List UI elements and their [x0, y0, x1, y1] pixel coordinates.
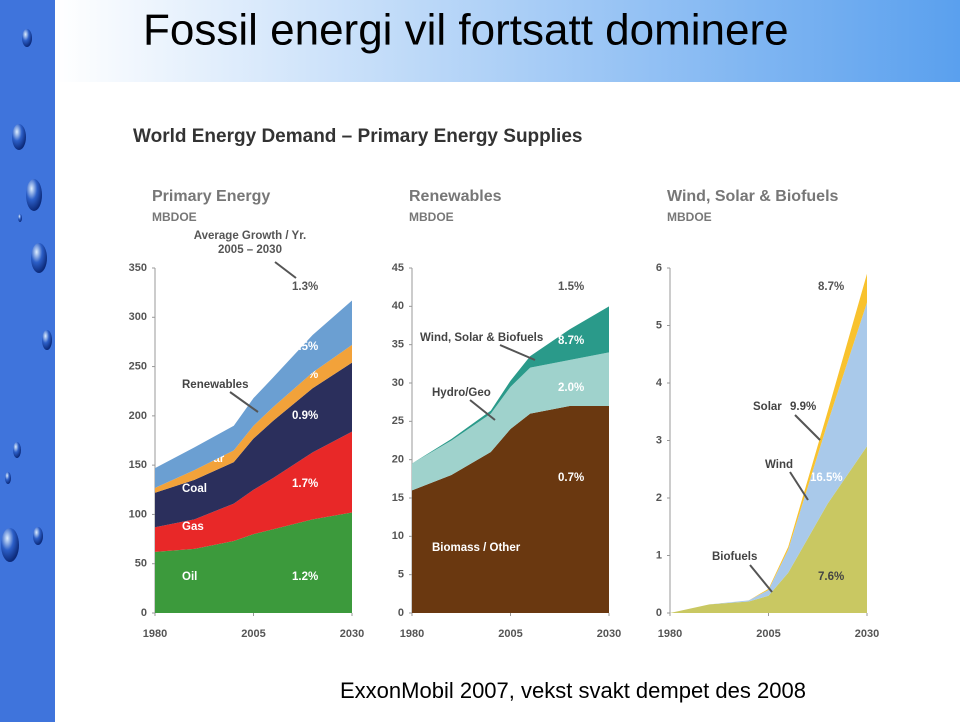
leader-line: [794, 414, 821, 441]
y-tick-label: 350: [129, 262, 147, 274]
series-label: Oil: [182, 571, 197, 583]
series-label: Biofuels: [712, 551, 757, 563]
y-tick-label: 2: [656, 492, 662, 504]
chart-subtitle: MBDOE: [152, 210, 197, 224]
series-label: Hydro/Geo: [432, 387, 491, 399]
side-strip: [0, 0, 55, 722]
series-label: Wind: [765, 459, 793, 471]
y-tick-label: 20: [392, 454, 404, 466]
y-tick-label: 15: [392, 492, 404, 504]
caption: ExxonMobil 2007, vekst svakt dempet des …: [340, 678, 806, 703]
area: [412, 306, 609, 464]
y-tick-label: 50: [135, 558, 147, 570]
y-tick-label: 30: [392, 377, 404, 389]
y-tick-label: 3: [656, 434, 662, 446]
area: [412, 352, 609, 491]
y-tick-label: 300: [129, 311, 147, 323]
area: [670, 446, 867, 613]
leader-line: [274, 261, 297, 279]
y-tick-label: 4: [656, 377, 663, 389]
growth-label: 0.7%: [558, 472, 584, 484]
area: [670, 302, 867, 613]
x-tick-label: 1980: [143, 628, 167, 640]
x-tick-label: 2005: [241, 628, 265, 640]
y-tick-label: 6: [656, 262, 662, 274]
water-drops: [1, 29, 52, 562]
y-tick-label: 100: [129, 508, 147, 520]
area: [155, 362, 352, 528]
y-tick-label: 10: [392, 530, 404, 542]
total-growth-label: 1.5%: [558, 281, 584, 293]
x-tick-label: 2030: [855, 628, 879, 640]
chart-subtitle: MBDOE: [667, 210, 712, 224]
series-label: Coal: [182, 483, 207, 495]
leader-line: [749, 564, 773, 593]
y-tick-label: 45: [392, 262, 404, 274]
leader-line: [789, 471, 809, 501]
title-band: [55, 0, 960, 82]
series-label: Gas: [182, 521, 204, 533]
y-tick-label: 0: [141, 607, 147, 619]
series-label: Wind, Solar & Biofuels: [420, 332, 543, 344]
growth-label: 8.7%: [558, 335, 584, 347]
x-tick-label: 1980: [400, 628, 424, 640]
y-tick-label: 200: [129, 410, 147, 422]
y-tick-label: 5: [656, 319, 662, 331]
x-tick-label: 2030: [340, 628, 364, 640]
y-tick-label: 150: [129, 459, 147, 471]
y-tick-label: 0: [398, 607, 404, 619]
chart-subtitle: MBDOE: [409, 210, 454, 224]
growth-label: 1.2%: [292, 571, 318, 583]
y-tick-label: 5: [398, 569, 404, 581]
growth-label: 2.0%: [558, 382, 584, 394]
x-tick-label: 1980: [658, 628, 682, 640]
area: [155, 300, 352, 488]
x-tick-label: 2005: [756, 628, 780, 640]
leader-line: [229, 391, 259, 413]
leader-line: [499, 344, 536, 361]
y-tick-label: 25: [392, 415, 404, 427]
growth-label: 16.5%: [810, 472, 843, 484]
series-label: Renewables: [182, 379, 248, 391]
growth-label: 0.9%: [292, 410, 318, 422]
note: 2005 – 2030: [218, 244, 282, 256]
total-growth-label: 1.3%: [292, 281, 318, 293]
y-tick-label: 40: [392, 300, 404, 312]
leader-line: [469, 399, 496, 421]
area: [412, 406, 609, 613]
note: Average Growth / Yr.: [194, 230, 306, 242]
chart-title: Renewables: [409, 188, 502, 205]
growth-label: 1.5%: [292, 341, 318, 353]
y-tick-label: 250: [129, 360, 147, 372]
chart-title: Primary Energy: [152, 188, 270, 205]
area: [155, 431, 352, 552]
growth-label: 1.7%: [292, 478, 318, 490]
area: [155, 512, 352, 613]
x-tick-label: 2030: [597, 628, 621, 640]
y-tick-label: 0: [656, 607, 662, 619]
series-label: Biomass / Other: [432, 542, 521, 554]
y-tick-label: 1: [656, 549, 662, 561]
chart-title: Wind, Solar & Biofuels: [667, 188, 839, 205]
slide-title: Fossil energi vil fortsatt dominere: [143, 6, 789, 55]
growth-label: 9.9%: [790, 401, 816, 413]
x-tick-label: 2005: [498, 628, 522, 640]
growth-label: 7.6%: [818, 571, 844, 583]
series-label: Solar: [753, 401, 782, 413]
y-tick-label: 35: [392, 339, 404, 351]
figure-title: World Energy Demand – Primary Energy Sup…: [133, 126, 582, 147]
total-growth-label: 8.7%: [818, 281, 844, 293]
area: [155, 344, 352, 493]
